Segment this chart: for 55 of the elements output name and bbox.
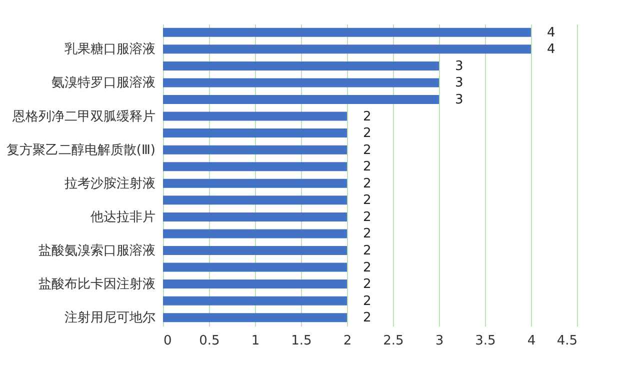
x-tick-label: 4.5 [556, 334, 578, 348]
bar [163, 229, 347, 238]
data-label: 4 [547, 42, 556, 58]
bar [163, 112, 347, 121]
data-label: 2 [363, 244, 372, 258]
bar [163, 78, 439, 88]
bar [163, 95, 439, 104]
data-label: 2 [363, 142, 372, 158]
x-tick-label: 0 [164, 334, 172, 348]
x-tick-label: 2 [343, 334, 352, 348]
data-label: 4 [547, 25, 556, 40]
y-tick-label: 他达拉非片 [90, 210, 156, 225]
data-label: 3 [455, 76, 464, 91]
data-label: 2 [363, 160, 372, 175]
data-label: 3 [455, 92, 464, 108]
data-label: 2 [363, 176, 372, 192]
data-label: 2 [363, 260, 372, 276]
y-tick-label: 拉考沙胺注射液 [64, 176, 156, 192]
y-tick-label: 盐酸布比卡因注射液 [38, 277, 156, 292]
data-label: 2 [363, 126, 372, 142]
bar [163, 128, 347, 138]
data-label: 2 [363, 310, 372, 326]
data-label: 2 [363, 294, 372, 309]
data-label: 3 [455, 58, 464, 74]
y-tick-label: 氨溴特罗口服溶液 [52, 74, 156, 91]
bar [163, 246, 347, 255]
x-tick-label: 4 [527, 334, 536, 348]
bar [163, 61, 439, 70]
y-tick-label: 盐酸氨溴索口服溶液 [38, 242, 156, 258]
bar [163, 28, 531, 37]
y-tick-label: 复方聚乙二醇电解质散(Ⅲ) [6, 142, 156, 158]
bar [163, 178, 347, 188]
y-tick-label: 乳果糖口服溶液 [64, 41, 156, 58]
y-tick-label: 恩格列净二甲双胍缓释片 [12, 109, 156, 124]
data-label: 2 [363, 210, 372, 225]
data-label: 2 [363, 277, 372, 292]
bar [163, 145, 347, 154]
bar [163, 313, 347, 322]
bar [163, 296, 347, 306]
bar [163, 162, 347, 172]
data-label: 2 [363, 226, 372, 242]
data-label: 2 [363, 193, 372, 208]
x-tick-label: 2.5 [383, 334, 404, 348]
y-tick-label: 注射用尼可地尔 [64, 310, 156, 326]
x-tick-label: 3 [435, 334, 444, 348]
bar [163, 212, 347, 222]
bar [163, 196, 347, 205]
x-tick-label: 3.5 [475, 334, 496, 348]
x-tick-label: 0.5 [199, 334, 220, 348]
x-tick-label: 1 [251, 334, 260, 348]
bar [163, 44, 531, 54]
x-tick-label: 1.5 [291, 334, 312, 348]
bar [163, 262, 347, 272]
bar [163, 280, 347, 289]
data-label: 2 [363, 109, 372, 124]
